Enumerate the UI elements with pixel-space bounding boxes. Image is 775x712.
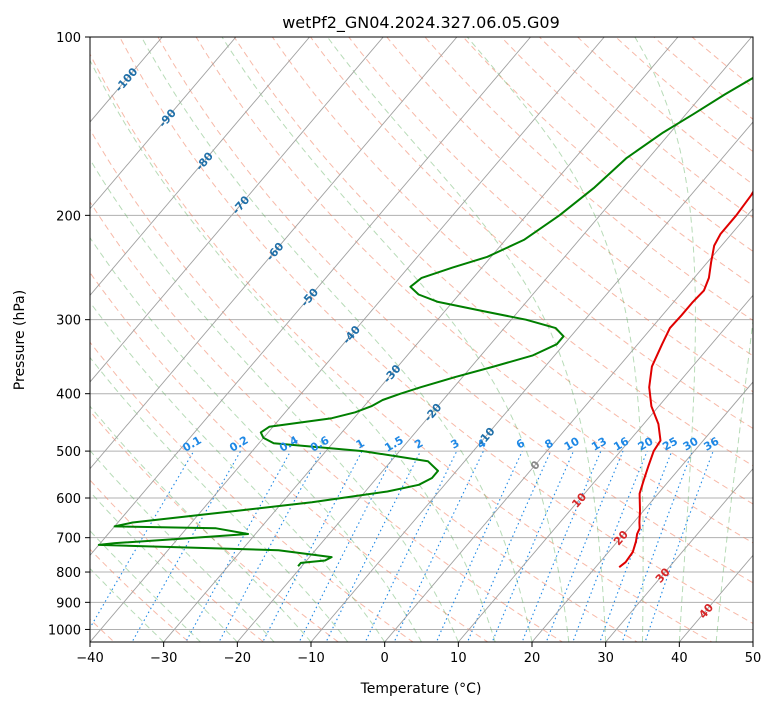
x-tick-label-10: 10 (450, 651, 467, 666)
y-tick-label-400: 400 (56, 388, 81, 403)
x-tick-label--30: −30 (150, 651, 177, 666)
x-tick-label--20: −20 (224, 651, 251, 666)
y-tick-label-500: 500 (56, 445, 81, 460)
x-tick-label-0: 0 (381, 651, 389, 666)
y-tick-label-900: 900 (56, 596, 81, 611)
y-tick-label-100: 100 (56, 31, 81, 46)
y-tick-label-600: 600 (56, 492, 81, 507)
x-tick-label-40: 40 (671, 651, 688, 666)
y-tick-label-300: 300 (56, 314, 81, 329)
y-axis-label: Pressure (hPa) (12, 290, 28, 390)
x-tick-label-20: 20 (524, 651, 541, 666)
y-tick-label-800: 800 (56, 566, 81, 581)
chart-title: wetPf2_GN04.2024.327.06.05.G09 (282, 13, 560, 33)
x-tick-label-30: 30 (597, 651, 614, 666)
y-tick-label-200: 200 (56, 209, 81, 224)
x-axis-label: Temperature (°C) (360, 681, 482, 697)
x-tick-label--40: −40 (76, 651, 103, 666)
x-tick-label-50: 50 (745, 651, 762, 666)
x-tick-label--10: −10 (297, 651, 324, 666)
y-tick-label-1000: 1000 (48, 623, 81, 638)
plot-area (90, 37, 753, 642)
y-tick-label-700: 700 (56, 532, 81, 547)
